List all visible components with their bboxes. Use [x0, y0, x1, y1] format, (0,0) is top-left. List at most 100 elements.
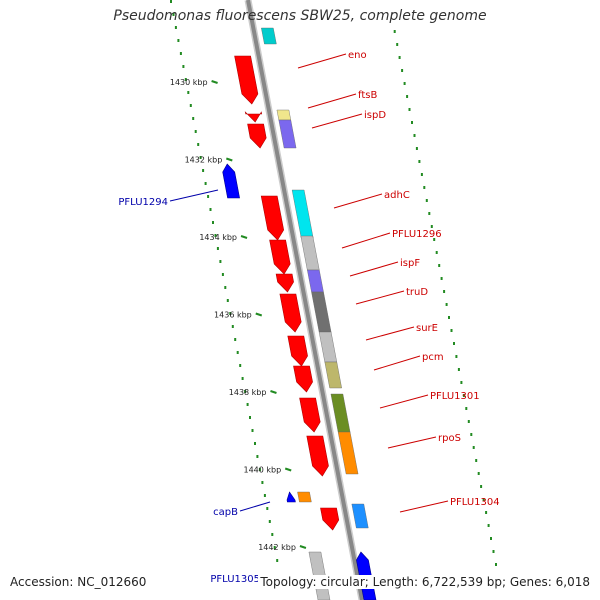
gc-dot	[470, 433, 473, 436]
gene-pflu1296-cog-block	[300, 235, 320, 271]
gc-dot	[495, 563, 497, 566]
gc-dot	[453, 342, 455, 345]
gc-dot	[212, 221, 214, 224]
gene-trud-cds	[279, 293, 302, 333]
gc-dot	[234, 338, 237, 341]
gc-dot	[239, 364, 242, 367]
gc-skew-dots	[170, 0, 497, 566]
gene-label-capb[interactable]: capB	[213, 507, 238, 518]
gene-label-adhc[interactable]: adhC	[384, 190, 410, 201]
gc-dot	[224, 286, 227, 289]
gc-dot	[457, 368, 460, 371]
gene-label-ispd[interactable]: ispD	[364, 110, 386, 121]
gc-dot	[477, 472, 480, 475]
gene-label-trud[interactable]: truD	[406, 287, 428, 298]
gc-dot	[455, 355, 458, 358]
gc-dot	[209, 208, 212, 211]
gc-dot	[448, 316, 450, 319]
gc-dot	[231, 325, 234, 328]
gc-dot	[415, 147, 418, 150]
gc-dot	[204, 182, 207, 185]
gene-label-rpos[interactable]: rpoS	[438, 433, 461, 444]
gc-dot	[438, 264, 441, 267]
gc-dot	[450, 329, 453, 332]
topology-text: Topology: circular; Length: 6,722,539 bp…	[258, 575, 592, 589]
gene-pflu1304-cds	[320, 507, 340, 531]
gc-dot	[440, 277, 443, 280]
backbone-track	[244, 0, 366, 600]
gene-pflu1294-cds	[222, 163, 240, 199]
gene-label-pflu1301[interactable]: PFLU1301	[430, 391, 480, 402]
gene-label-pflu1294[interactable]: PFLU1294	[118, 197, 168, 208]
gene-leader-line	[355, 290, 405, 305]
tick-mark	[211, 80, 218, 84]
gc-dot	[425, 199, 428, 202]
gc-dot	[261, 481, 264, 484]
gc-dot	[430, 225, 433, 228]
gc-dot	[216, 247, 219, 250]
gc-dot	[411, 121, 413, 124]
tick-label: 1440 kbp	[244, 466, 282, 475]
gene-features	[222, 27, 377, 600]
gc-dot	[214, 234, 217, 237]
gene-label-ispf[interactable]: ispF	[400, 258, 420, 269]
gene-leader-line	[365, 326, 415, 341]
tick-mark	[270, 390, 277, 394]
gene-pflu1301-cds	[299, 397, 321, 433]
gene-label-ftsb[interactable]: ftsB	[358, 90, 377, 101]
gc-dot	[199, 156, 202, 159]
gc-dot	[465, 407, 468, 410]
gc-dot	[462, 394, 465, 397]
gc-dot	[254, 442, 256, 445]
gc-dot	[418, 160, 421, 163]
gc-dot	[443, 290, 446, 293]
gene-label-pflu1305[interactable]: PFLU1305	[210, 574, 260, 585]
gc-dot	[472, 446, 475, 449]
gc-dot	[182, 65, 185, 68]
tick-label: 1434 kbp	[199, 233, 237, 242]
gc-dot	[266, 507, 269, 510]
gc-dot	[241, 377, 244, 380]
gene-label-eno[interactable]: eno	[348, 50, 367, 61]
gc-dot	[482, 498, 485, 501]
tick-label: 1432 kbp	[185, 156, 223, 165]
gc-dot	[236, 351, 239, 354]
gc-dot	[492, 550, 495, 553]
gc-dot	[256, 455, 259, 458]
map-title: Pseudomonas fluorescens SBW25, complete …	[113, 8, 487, 24]
gc-dot	[413, 134, 416, 137]
gc-dot	[263, 494, 266, 497]
gene-pcm-cds	[293, 365, 313, 393]
gene-leader-line	[333, 193, 383, 209]
gc-dot	[192, 117, 195, 120]
gc-dot	[460, 381, 463, 384]
gc-dot	[396, 43, 399, 46]
gc-dot	[433, 238, 436, 241]
gc-dot	[480, 485, 483, 488]
gene-label-pflu1304[interactable]: PFLU1304	[450, 497, 500, 508]
gene-leader-line	[307, 93, 357, 109]
gene-ftsb-cog-block	[276, 109, 292, 121]
gc-dot	[406, 95, 409, 98]
gene-pflu1304-cog-block	[351, 503, 369, 529]
gene-leader-line	[311, 113, 363, 129]
gene-leader-line	[379, 394, 429, 409]
gene-label-pcm[interactable]: pcm	[422, 352, 444, 363]
gc-dot	[401, 69, 404, 72]
gene-rpos-cds	[306, 435, 329, 477]
gc-dot	[177, 39, 180, 42]
gene-eno-cds	[234, 55, 259, 105]
gc-dot	[219, 260, 222, 263]
gene-label-sure[interactable]: surE	[416, 323, 438, 334]
gc-dot	[194, 130, 197, 133]
accession-text: Accession: NC_012660	[8, 575, 149, 589]
tick-mark	[299, 545, 307, 549]
gc-dot	[251, 429, 254, 432]
gene-ispd-cds	[247, 123, 267, 149]
gene-sure-cog-block	[318, 331, 338, 363]
gc-dot	[398, 56, 401, 59]
gene-label-pflu1296[interactable]: PFLU1296	[392, 229, 442, 240]
tick-label: 1436 kbp	[214, 311, 252, 320]
gene-leader-line	[341, 232, 391, 249]
backbone-line	[246, 0, 364, 600]
